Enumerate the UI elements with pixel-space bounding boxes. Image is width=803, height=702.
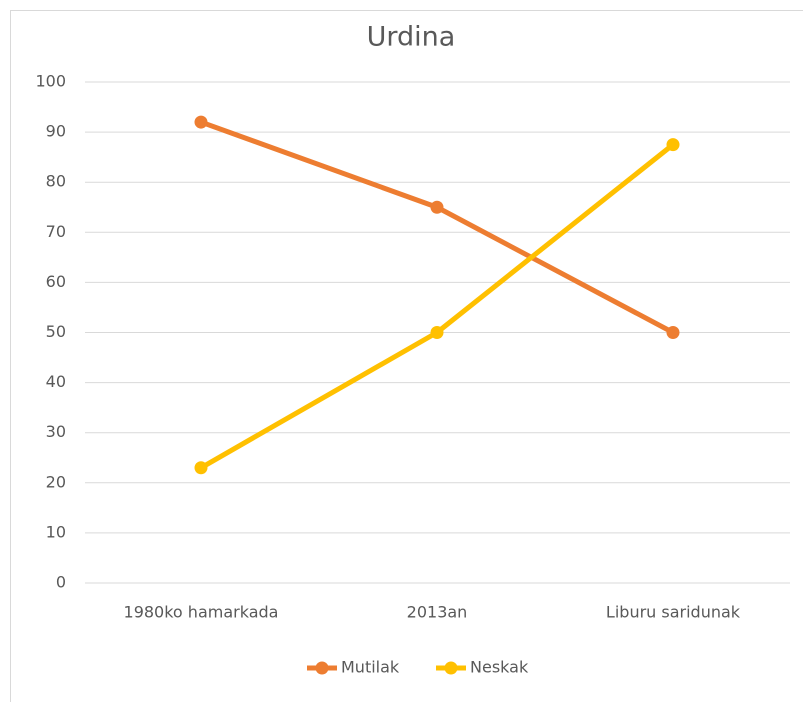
data-point [430, 200, 444, 214]
x-tick-label: 2013an [407, 603, 468, 622]
y-tick-label: 80 [46, 172, 66, 191]
y-tick-label: 70 [46, 222, 66, 241]
x-tick-label: Liburu saridunak [606, 603, 741, 622]
chart-title: Urdina [367, 22, 456, 53]
y-tick-label: 0 [56, 573, 66, 592]
y-tick-label: 30 [46, 422, 66, 441]
x-tick-label: 1980ko hamarkada [124, 603, 279, 622]
data-point [430, 326, 444, 339]
y-tick-label: 60 [46, 272, 66, 291]
y-tick-label: 50 [46, 322, 66, 341]
legend-label: Mutilak [341, 658, 400, 677]
y-tick-label: 100 [35, 72, 66, 91]
y-tick-label: 10 [46, 522, 66, 541]
data-point [666, 138, 680, 152]
y-tick-label: 40 [46, 372, 66, 391]
chart-frame [10, 10, 803, 702]
y-tick-label: 90 [46, 122, 66, 141]
data-point [194, 461, 208, 475]
data-point [194, 115, 208, 129]
legend-marker [315, 661, 329, 675]
data-point [666, 326, 680, 339]
legend-label: Neskak [470, 658, 529, 677]
y-tick-label: 20 [46, 472, 66, 491]
legend-marker [444, 661, 458, 675]
